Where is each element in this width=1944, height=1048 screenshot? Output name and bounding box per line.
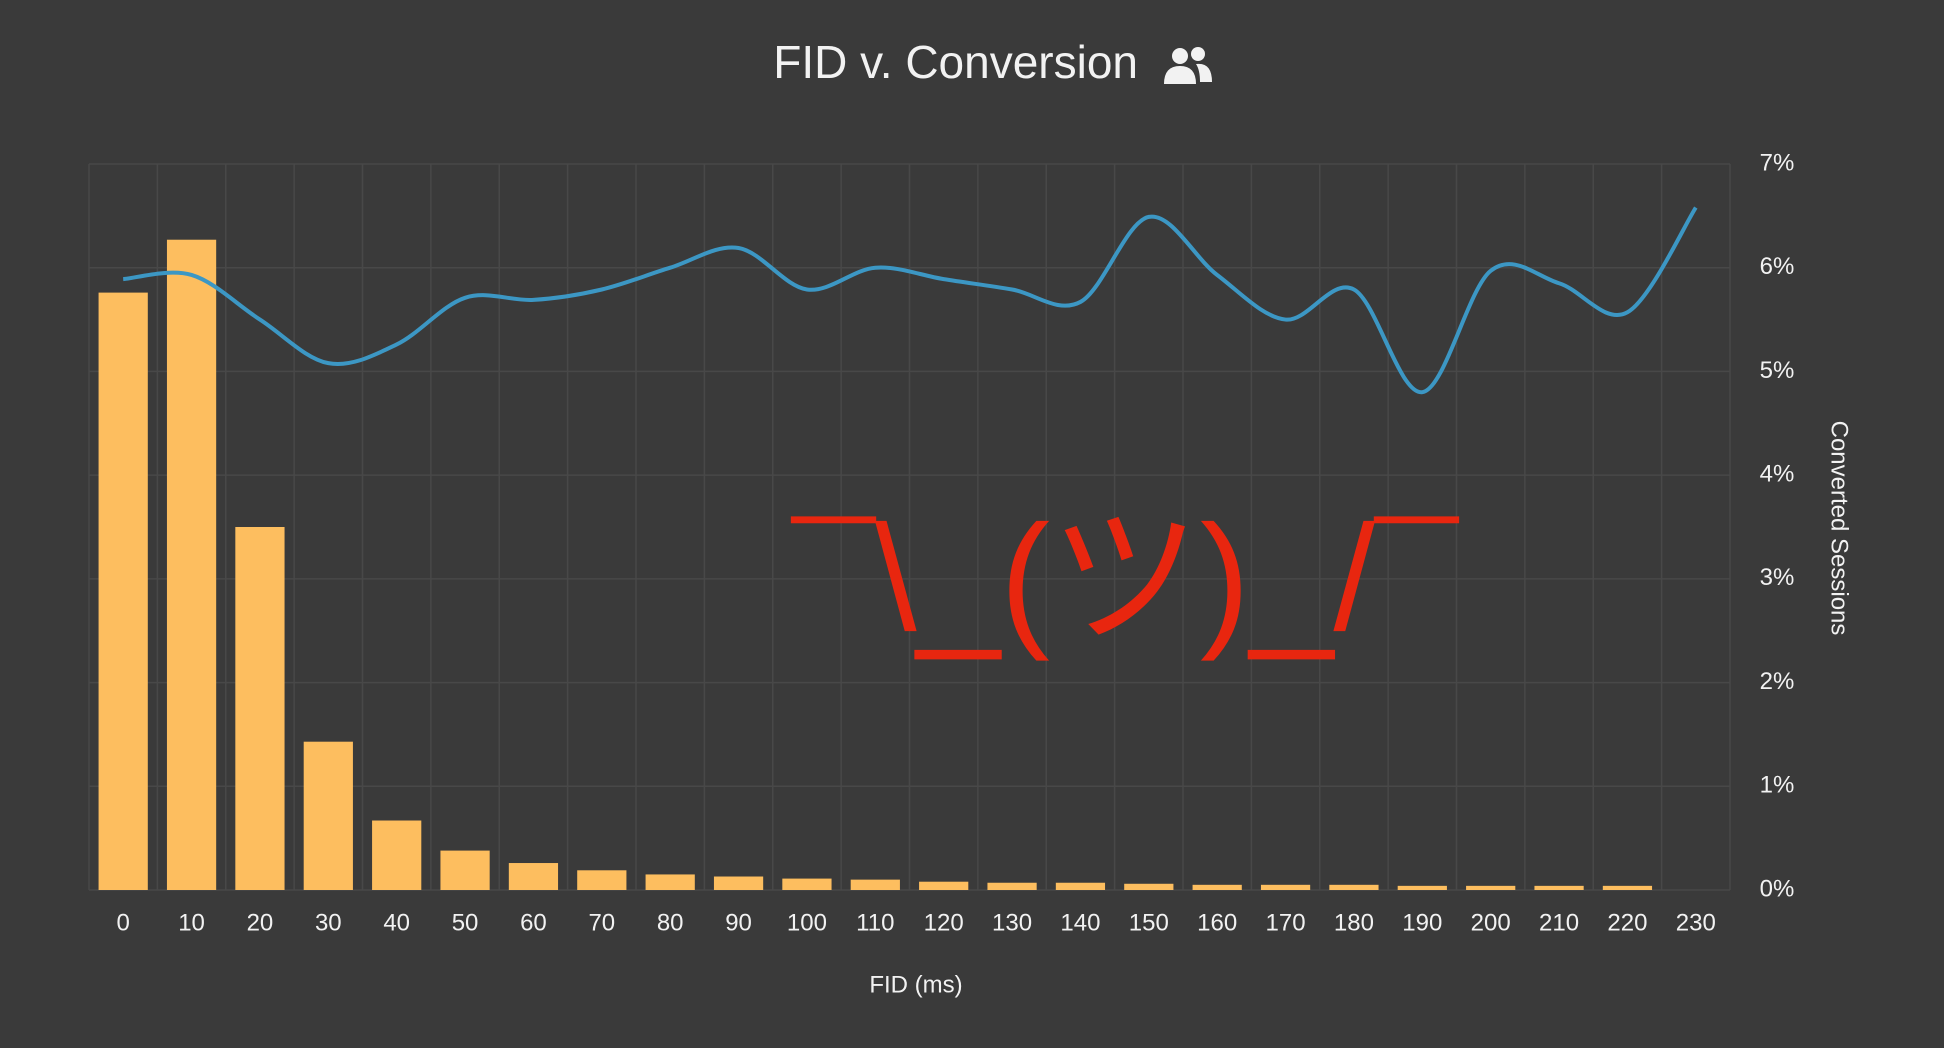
bar [1124, 883, 1174, 890]
x-tick-label: 170 [1266, 909, 1306, 936]
chart-title: FID v. Conversion [773, 36, 1138, 88]
bar [1192, 884, 1242, 890]
bar [303, 741, 353, 890]
x-tick-label: 40 [383, 909, 410, 936]
x-tick-label: 210 [1539, 909, 1579, 936]
x-tick-label: 50 [452, 909, 479, 936]
x-tick-label: 200 [1471, 909, 1511, 936]
y-tick-label: 4% [1760, 460, 1795, 487]
x-tick-label: 20 [247, 909, 274, 936]
bar [98, 292, 148, 890]
bar [235, 527, 285, 890]
bar [1602, 885, 1653, 890]
x-tick-label: 230 [1676, 909, 1716, 936]
bar [1397, 885, 1447, 890]
y-tick-label: 2% [1760, 668, 1795, 695]
x-tick-label: 110 [856, 909, 894, 936]
x-tick-label: 130 [992, 909, 1032, 936]
bar [1055, 882, 1106, 890]
annotation: ¯\_(ツ)_/¯ [790, 494, 1460, 662]
y-tick-label: 7% [1760, 149, 1795, 176]
bar [577, 870, 627, 890]
bar [850, 879, 900, 890]
x-tick-label: 190 [1402, 909, 1442, 936]
x-tick-label: 60 [520, 909, 547, 936]
x-tick-label: 10 [178, 909, 205, 936]
bar [1534, 885, 1584, 890]
x-tick-label: 30 [315, 909, 342, 936]
bar [166, 239, 217, 890]
x-tick-label: 160 [1197, 909, 1237, 936]
x-tick-label: 100 [787, 909, 827, 936]
x-tick-label: 90 [725, 909, 752, 936]
x-tick-label: 0 [117, 909, 130, 936]
bar [372, 820, 422, 890]
x-tick-label: 140 [1060, 909, 1100, 936]
bar [1329, 884, 1379, 890]
bar [645, 874, 695, 890]
x-tick-label: 220 [1607, 909, 1647, 936]
line [122, 206, 1698, 395]
bar [1260, 884, 1311, 890]
x-tick-label: 70 [588, 909, 615, 936]
bar [782, 878, 832, 890]
bar [919, 881, 969, 890]
y-axis-label: Converted Sessions [1826, 421, 1853, 636]
bar [508, 863, 559, 890]
y-tick-label: 6% [1760, 253, 1795, 280]
x-axis-label: FID (ms) [869, 971, 962, 998]
x-tick-label: 180 [1334, 909, 1374, 936]
y-tick-label: 5% [1760, 357, 1795, 384]
bar [713, 876, 764, 890]
y-tick-label: 1% [1760, 772, 1795, 799]
y-tick-label: 3% [1760, 564, 1795, 591]
x-tick-label: 80 [657, 909, 684, 936]
x-tick-label: 150 [1129, 909, 1169, 936]
bar [987, 882, 1037, 890]
bar [440, 850, 490, 890]
bar [1466, 885, 1516, 890]
x-tick-label: 120 [924, 909, 964, 936]
y-tick-label: 0% [1760, 875, 1795, 902]
people-icon [1164, 47, 1212, 84]
